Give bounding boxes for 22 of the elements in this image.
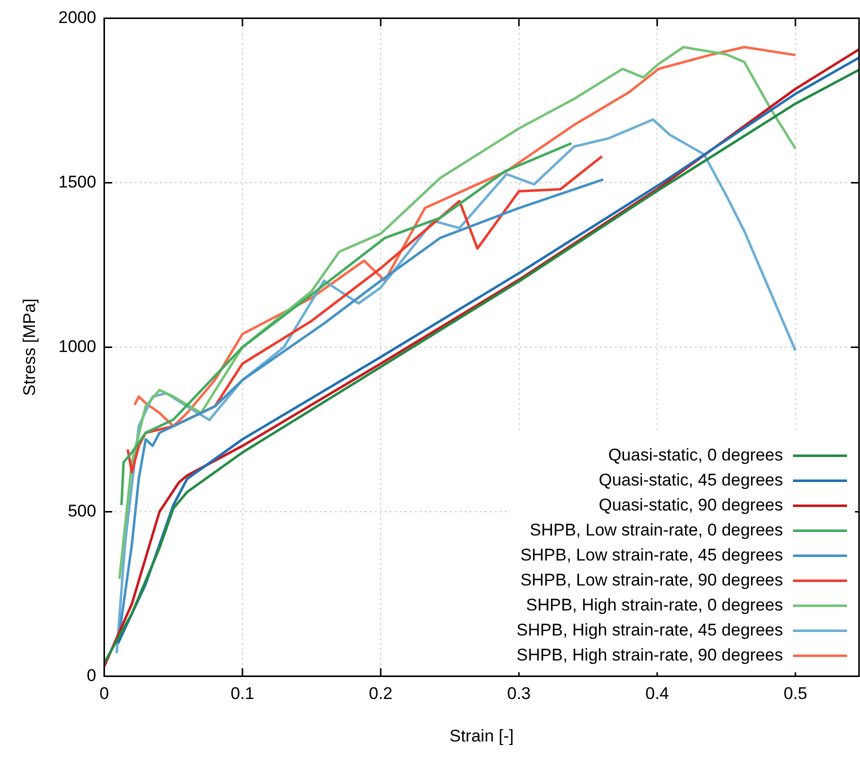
y-tick-label: 0: [86, 666, 96, 685]
x-tick-label: 0.1: [230, 684, 254, 704]
legend-label: SHPB, Low strain-rate, 45 degrees: [520, 545, 783, 564]
legend-label: SHPB, High strain-rate, 90 degrees: [516, 645, 783, 664]
legend-label: Quasi-static, 0 degrees: [608, 445, 783, 464]
y-tick-label: 1000: [58, 336, 96, 356]
x-tick-label: 0.4: [645, 684, 669, 704]
x-tick-label: 0.2: [368, 684, 393, 704]
x-tick-label: 0.3: [507, 684, 531, 704]
legend-label: Quasi-static, 90 degrees: [598, 495, 783, 514]
y-tick-label: 1500: [58, 172, 96, 192]
x-tick-label: 0.5: [784, 684, 808, 704]
legend-label: SHPB, High strain-rate, 0 degrees: [526, 595, 783, 614]
legend-label: Quasi-static, 45 degrees: [598, 470, 783, 490]
legend-label: SHPB, Low strain-rate, 90 degrees: [520, 570, 783, 590]
legend-label: SHPB, High strain-rate, 45 degrees: [516, 620, 783, 640]
legend-label: SHPB, Low strain-rate, 0 degrees: [530, 520, 783, 540]
y-tick-label: 2000: [58, 8, 96, 27]
y-axis-title: Stress [MPa]: [20, 298, 39, 396]
y-tick-label: 500: [68, 501, 96, 520]
x-axis-title: Strain [-]: [449, 726, 514, 746]
x-tick-label: 0: [99, 684, 109, 704]
